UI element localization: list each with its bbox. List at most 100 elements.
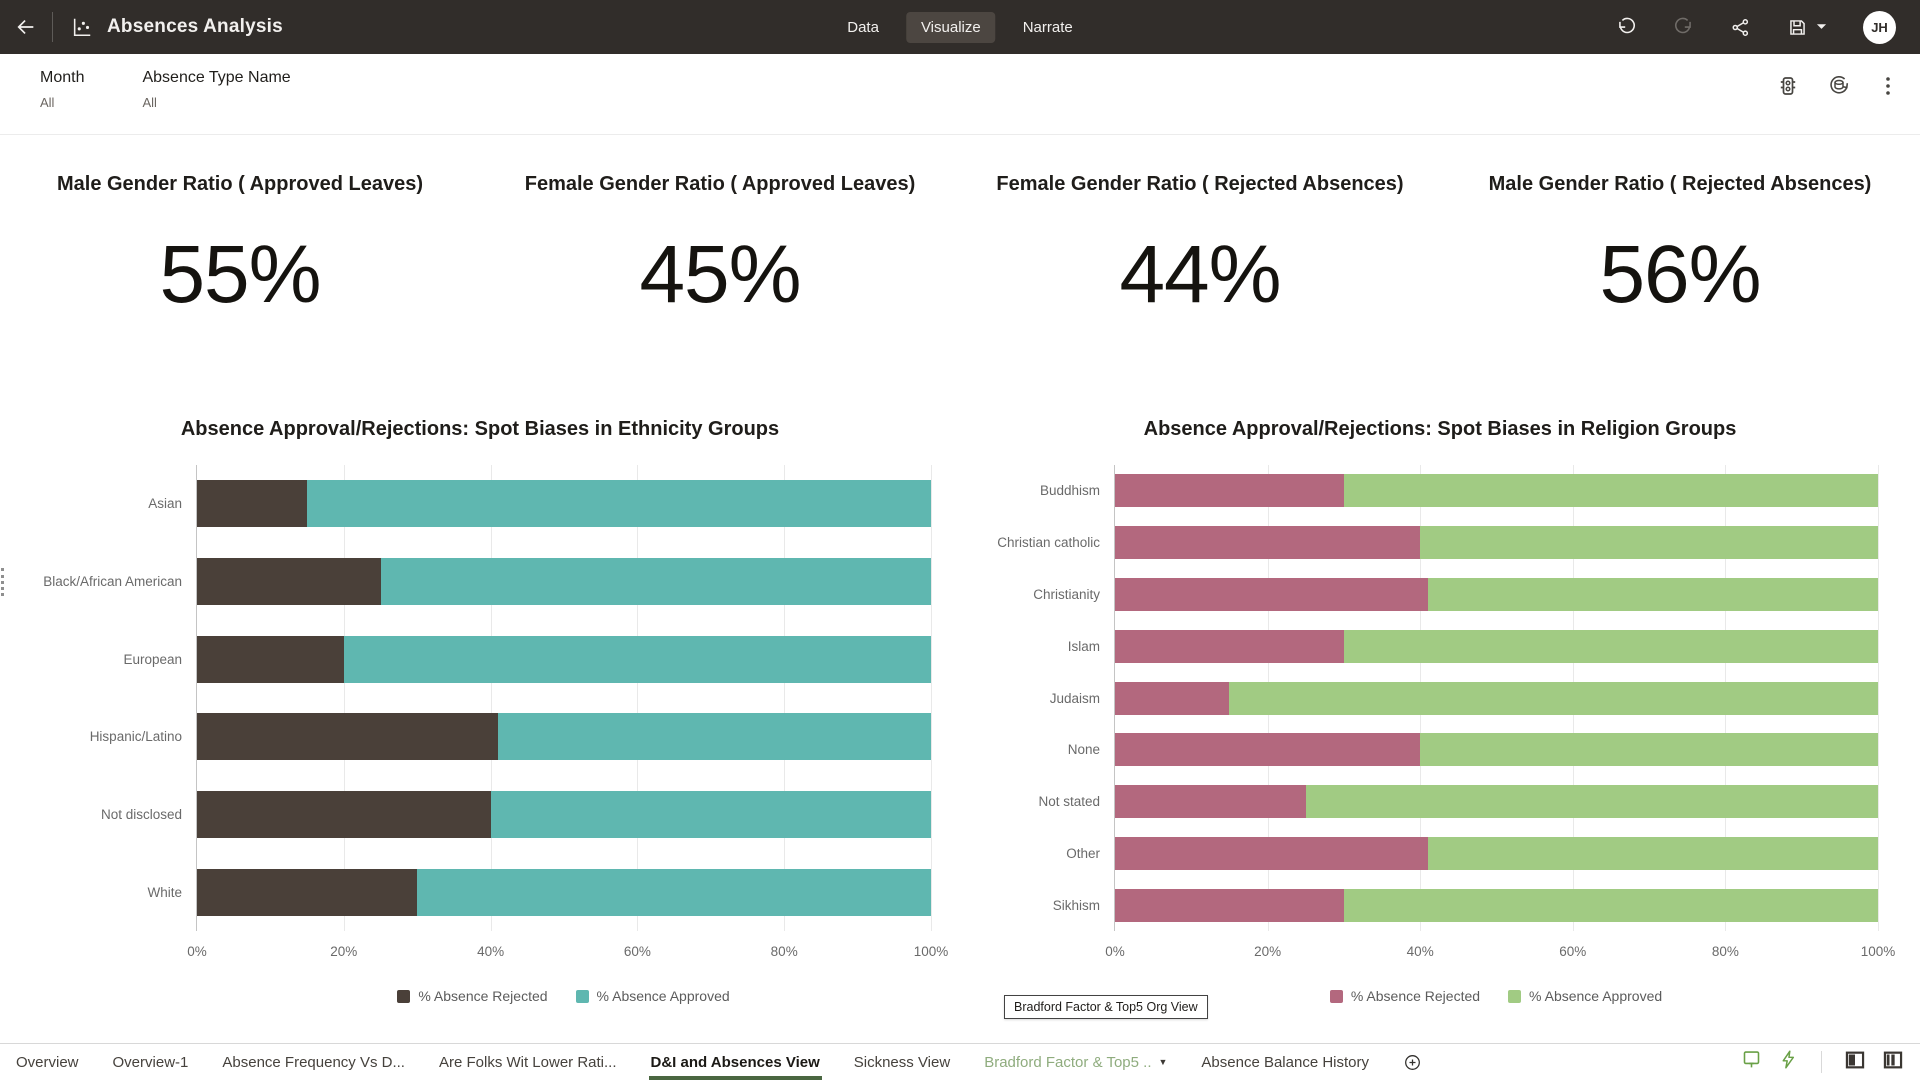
- avatar[interactable]: JH: [1863, 10, 1896, 44]
- topbar-divider: [52, 12, 53, 42]
- tab-data[interactable]: Data: [847, 18, 879, 36]
- bar-segment[interactable]: [1115, 629, 1344, 663]
- bar-segment[interactable]: [197, 635, 344, 683]
- bar-segment[interactable]: [1343, 888, 1878, 922]
- bar-segment[interactable]: [1343, 629, 1878, 663]
- bar-segment[interactable]: [343, 635, 931, 683]
- bar-segment[interactable]: [417, 868, 931, 916]
- bar-segment[interactable]: [197, 558, 381, 605]
- bar-segment[interactable]: [1420, 733, 1878, 767]
- bar-segment[interactable]: [1420, 526, 1878, 560]
- canvas-tab-di-and-absences[interactable]: D&I and Absences View: [648, 1044, 822, 1080]
- kpi-title: Male Gender Ratio ( Rejected Absences): [1488, 173, 1872, 195]
- gridline: [637, 465, 639, 931]
- bar-segment[interactable]: [380, 558, 931, 605]
- canvas-tab-overview-1[interactable]: Overview-1: [112, 1053, 189, 1071]
- share-button[interactable]: [1730, 17, 1751, 38]
- canvas-tab-absence-frequency[interactable]: Absence Frequency Vs D...: [222, 1053, 405, 1071]
- bar-segment[interactable]: [1229, 681, 1878, 715]
- x-tick-label: 60%: [623, 944, 651, 959]
- bar-segment[interactable]: [1427, 836, 1878, 870]
- x-tick-label: 20%: [330, 944, 358, 959]
- chart-religion-bias[interactable]: Absence Approval/Rejections: Spot Biases…: [960, 400, 1920, 1040]
- chart-legend: % Absence Rejected % Absence Approved: [196, 988, 931, 1004]
- bar-segment[interactable]: [1115, 733, 1421, 767]
- canvas-tab-bar: Overview Overview-1 Absence Frequency Vs…: [0, 1043, 1920, 1080]
- back-button[interactable]: [0, 0, 52, 54]
- tab-visualize[interactable]: Visualize: [905, 11, 996, 43]
- bar-segment[interactable]: [1115, 474, 1344, 508]
- redo-icon: [1675, 17, 1691, 33]
- layout-split-panel-button[interactable]: [1882, 1049, 1904, 1076]
- x-axis: 0% 20% 40% 60% 80% 100%: [1105, 931, 1895, 965]
- layout-left-panel-button[interactable]: [1844, 1049, 1866, 1076]
- tab-narrate[interactable]: Narrate: [1022, 18, 1073, 36]
- canvas-tab-bradford-factor[interactable]: Bradford Factor & Top5 .. ▼: [984, 1044, 1167, 1080]
- legend-swatch: [397, 989, 411, 1003]
- canvas-tab-are-folks[interactable]: Are Folks Wit Lower Rati...: [438, 1053, 617, 1071]
- kpi-male-rejected[interactable]: Male Gender Ratio ( Rejected Absences) 5…: [1440, 135, 1920, 395]
- bar-row: [1115, 620, 1878, 672]
- bar-segment[interactable]: [1115, 577, 1428, 611]
- kpi-female-approved[interactable]: Female Gender Ratio ( Approved Leaves) 4…: [480, 135, 960, 395]
- legend-label: % Absence Rejected: [1350, 988, 1481, 1004]
- bar-segment[interactable]: [1115, 836, 1428, 870]
- bar-segment[interactable]: [497, 713, 931, 761]
- legend-swatch: [1508, 989, 1522, 1003]
- category-label: Other: [1066, 845, 1100, 861]
- limit-values-button[interactable]: [1776, 74, 1800, 98]
- canvas-tab-sickness-view[interactable]: Sickness View: [853, 1053, 951, 1071]
- bar-segment[interactable]: [490, 791, 931, 839]
- canvas-bar-actions: [1741, 1044, 1904, 1080]
- gridline: [1878, 465, 1879, 931]
- kpi-value: 55%: [159, 229, 321, 320]
- canvas-tab-overview[interactable]: Overview: [16, 1053, 79, 1071]
- category-label: None: [1067, 742, 1100, 758]
- topbar-actions: JH: [1616, 10, 1920, 44]
- bar-segment[interactable]: [197, 791, 491, 839]
- x-tick-label: 80%: [770, 944, 798, 959]
- legend-item[interactable]: % Absence Approved: [1508, 988, 1662, 1004]
- filter-absence-type[interactable]: Absence Type Name All: [142, 69, 290, 110]
- chart-title: Absence Approval/Rejections: Spot Biases…: [1143, 418, 1737, 440]
- add-canvas-button[interactable]: [1403, 1044, 1422, 1080]
- y-axis-labels: Buddhism Christian catholic Christianity Is…: [960, 465, 1114, 931]
- legend-label: % Absence Approved: [596, 988, 730, 1004]
- kpi-female-rejected[interactable]: Female Gender Ratio ( Rejected Absences)…: [960, 135, 1440, 395]
- canvas-tab-absence-balance-history[interactable]: Absence Balance History: [1201, 1053, 1370, 1071]
- share-icon: [1732, 18, 1749, 36]
- bar-segment[interactable]: [1343, 474, 1878, 508]
- bar-segment[interactable]: [1427, 577, 1878, 611]
- kpi-male-approved[interactable]: Male Gender Ratio ( Approved Leaves) 55%: [0, 135, 480, 395]
- bar-segment[interactable]: [197, 713, 498, 761]
- panel-resize-grip[interactable]: [1, 568, 4, 596]
- filter-month[interactable]: Month All: [40, 69, 84, 110]
- plot-area: 0% 20% 40% 60% 80% 100%: [1105, 465, 1895, 959]
- present-screen-icon: [1743, 1051, 1760, 1068]
- bar-row: [197, 776, 931, 854]
- auto-apply-button[interactable]: [1778, 1049, 1799, 1075]
- bar-segment[interactable]: [197, 480, 308, 528]
- bar-segment[interactable]: [1115, 888, 1344, 922]
- refresh-data-button[interactable]: [1827, 74, 1851, 98]
- bar-segment[interactable]: [1115, 785, 1306, 819]
- arrow-left-icon: [17, 19, 34, 35]
- bar-segment[interactable]: [197, 868, 418, 916]
- legend-item[interactable]: % Absence Rejected: [1329, 988, 1481, 1004]
- undo-button[interactable]: [1616, 17, 1637, 38]
- bar-row: [1115, 827, 1878, 879]
- bar-segment[interactable]: [307, 480, 931, 528]
- redo-button[interactable]: [1673, 17, 1694, 38]
- legend-item[interactable]: % Absence Approved: [575, 988, 730, 1004]
- menu-button[interactable]: [1878, 75, 1898, 97]
- bar-segment[interactable]: [1115, 526, 1421, 560]
- present-mode-button[interactable]: [1741, 1049, 1762, 1075]
- chart-ethnicity-bias[interactable]: Absence Approval/Rejections: Spot Biases…: [0, 400, 960, 1040]
- bar-segment[interactable]: [1115, 681, 1230, 715]
- bar-segment[interactable]: [1305, 785, 1878, 819]
- plot-area: 0% 20% 40% 60% 80% 100%: [187, 465, 948, 959]
- x-tick-label: 60%: [1559, 944, 1587, 959]
- legend-item[interactable]: % Absence Rejected: [397, 988, 548, 1004]
- save-button[interactable]: [1787, 17, 1827, 38]
